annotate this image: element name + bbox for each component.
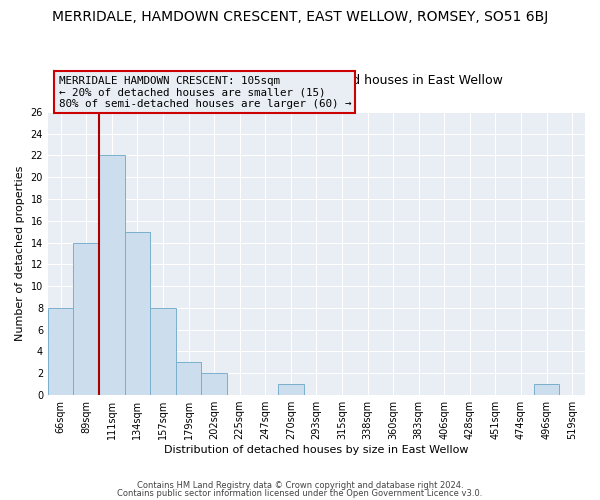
Bar <box>73 242 99 395</box>
X-axis label: Distribution of detached houses by size in East Wellow: Distribution of detached houses by size … <box>164 445 469 455</box>
Y-axis label: Number of detached properties: Number of detached properties <box>15 166 25 341</box>
Bar <box>150 308 176 395</box>
Bar <box>48 308 73 395</box>
Title: Size of property relative to detached houses in East Wellow: Size of property relative to detached ho… <box>130 74 503 87</box>
Text: MERRIDALE, HAMDOWN CRESCENT, EAST WELLOW, ROMSEY, SO51 6BJ: MERRIDALE, HAMDOWN CRESCENT, EAST WELLOW… <box>52 10 548 24</box>
Bar <box>99 156 125 395</box>
Text: Contains HM Land Registry data © Crown copyright and database right 2024.: Contains HM Land Registry data © Crown c… <box>137 481 463 490</box>
Text: Contains public sector information licensed under the Open Government Licence v3: Contains public sector information licen… <box>118 488 482 498</box>
Bar <box>278 384 304 395</box>
Bar <box>202 374 227 395</box>
Bar <box>534 384 559 395</box>
Bar <box>125 232 150 395</box>
Bar <box>176 362 202 395</box>
Text: MERRIDALE HAMDOWN CRESCENT: 105sqm
← 20% of detached houses are smaller (15)
80%: MERRIDALE HAMDOWN CRESCENT: 105sqm ← 20%… <box>59 76 351 109</box>
